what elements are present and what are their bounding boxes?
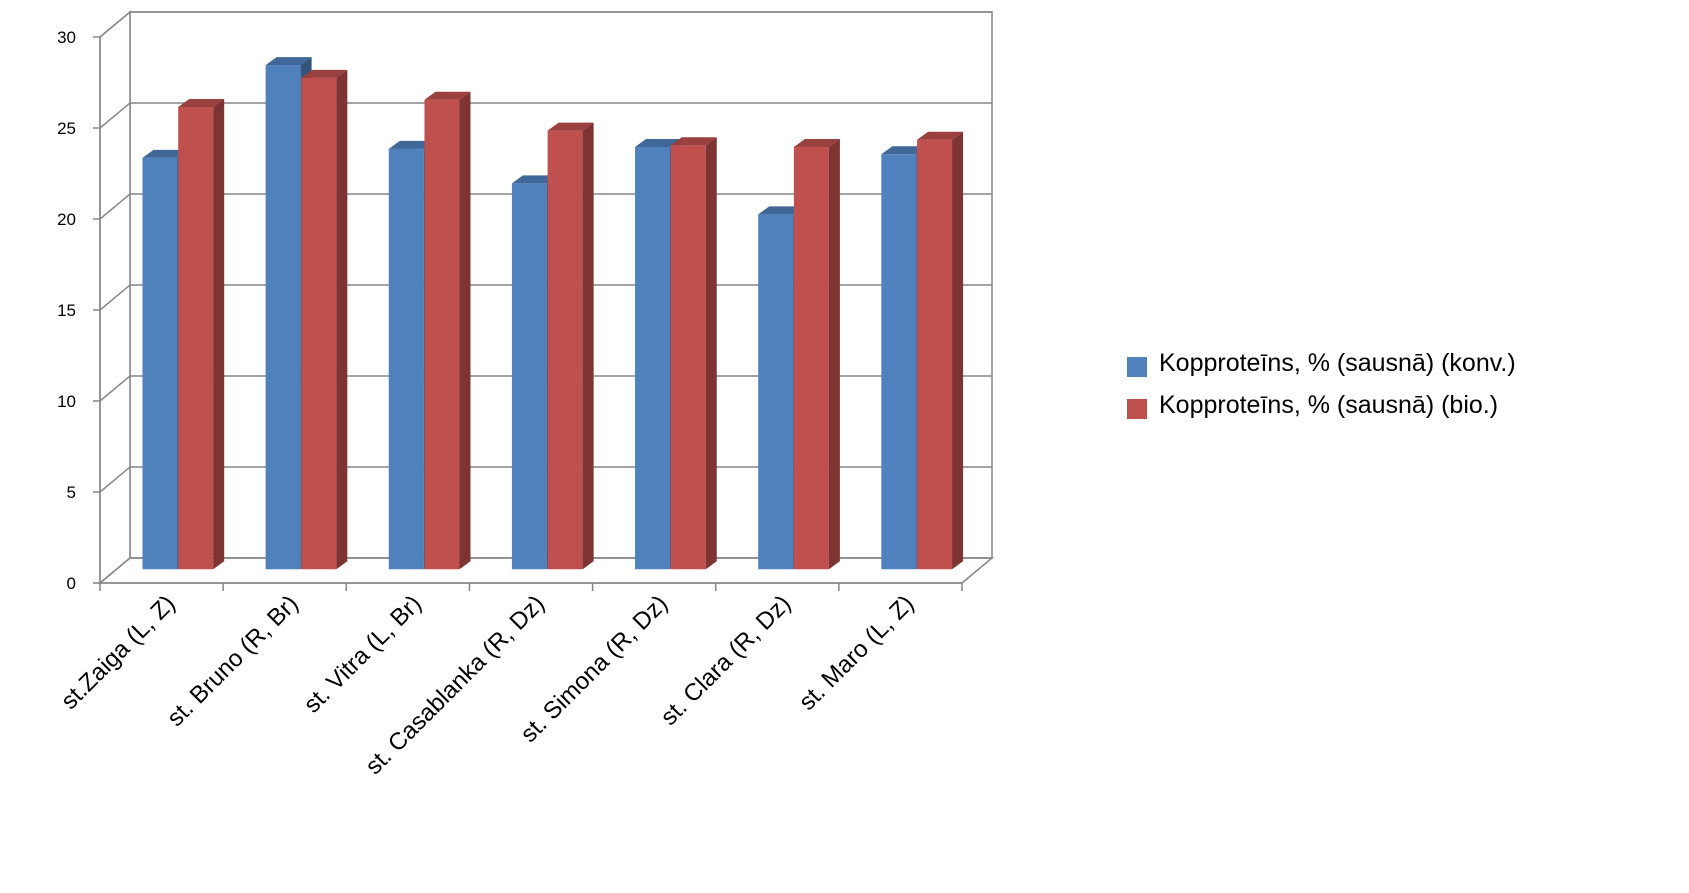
bars [142,57,964,570]
y-tick-label: 10 [57,392,76,411]
bar-1-1 [301,69,348,570]
x-tick-label: st. Bruno (R, Br) [162,590,304,732]
y-tick-label: 30 [57,28,76,47]
bar-1-4 [670,137,717,570]
x-tick-label: st.Zaiga (L, Z) [56,590,181,715]
y-tick-label: 20 [57,210,76,229]
y-tick-label: 0 [67,574,76,593]
y-tick-label: 5 [67,483,76,502]
legend: Kopproteīns, % (sausnā) (konv.) Kopprote… [1127,346,1687,430]
legend-label-bio: Kopproteīns, % (sausnā) (bio.) [1159,391,1499,419]
y-tick-label: 25 [57,119,76,138]
legend-swatch-bio [1127,399,1147,419]
legend-item-bio: Kopproteīns, % (sausnā) (bio.) [1127,388,1687,422]
x-tick-label: st. Maro (L, Z) [794,590,920,716]
bar-0-3 [511,175,558,570]
legend-label-konv: Kopproteīns, % (sausnā) (konv.) [1159,349,1516,377]
bar-1-2 [424,91,471,570]
x-tick-label: st. Clara (R, Dz) [656,590,797,731]
bar-1-6 [917,131,964,570]
x-axis-tick-labels: st.Zaiga (L, Z)st. Bruno (R, Br)st. Vitr… [56,590,920,780]
legend-item-konv: Kopproteīns, % (sausnā) (konv.) [1127,346,1687,380]
gridline [99,11,992,38]
bar-1-3 [547,122,594,570]
bar-1-5 [793,139,840,570]
y-axis-tick-labels: 0 5 10 15 20 25 30 [57,28,76,593]
axes [93,36,963,591]
x-tick-label: st. Vitra (L, Br) [299,590,427,718]
gridline [99,102,992,129]
legend-swatch-konv [1127,357,1147,377]
y-tick-label: 15 [57,301,76,320]
bar-1-0 [178,98,225,570]
